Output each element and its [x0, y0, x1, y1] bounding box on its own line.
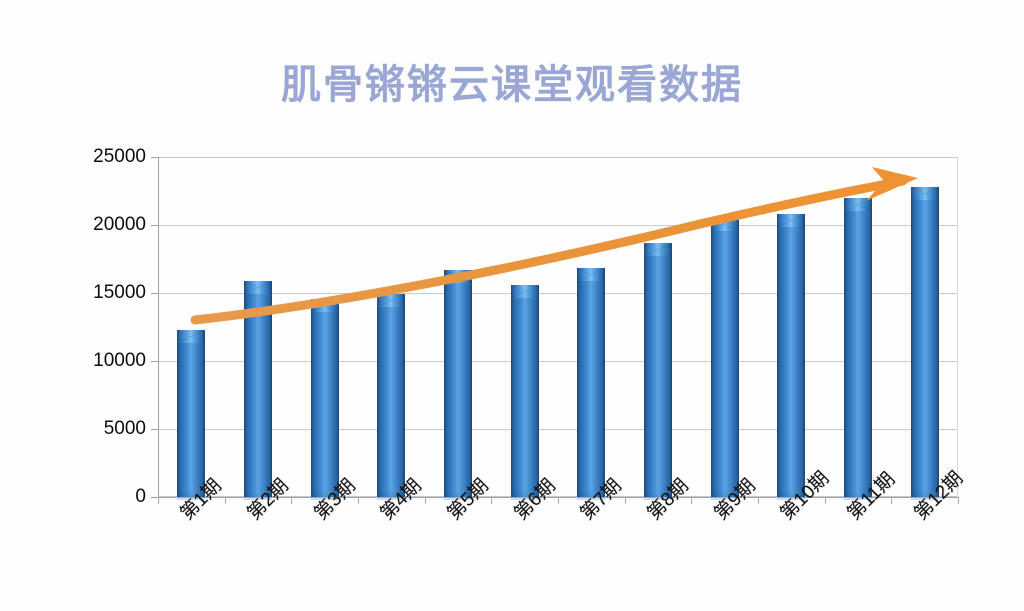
- bar-base-shadow: [444, 496, 472, 500]
- bar: [311, 298, 339, 500]
- bar-top-cap: [644, 242, 672, 256]
- bar-body: [244, 287, 272, 497]
- bar-body: [177, 336, 205, 497]
- x-axis-tick: [891, 497, 892, 504]
- y-axis-tick: [151, 157, 158, 158]
- bar-top-cap: [577, 267, 605, 281]
- x-axis-tick: [825, 497, 826, 504]
- x-axis-tick: [558, 497, 559, 504]
- x-axis-tick: [491, 497, 492, 504]
- y-axis-line: [158, 157, 159, 498]
- y-axis-tick: [151, 293, 158, 294]
- x-axis-tick: [225, 497, 226, 504]
- x-axis-tick: [758, 497, 759, 504]
- bar-top-cap: [511, 284, 539, 298]
- bar-top-cap: [777, 213, 805, 227]
- x-axis-tick: [158, 497, 159, 504]
- y-axis-tick: [151, 497, 158, 498]
- plot-area: [158, 157, 958, 497]
- bar: [644, 242, 672, 500]
- bar-body: [644, 249, 672, 497]
- bar-body: [911, 193, 939, 497]
- bar-top-cap: [377, 293, 405, 307]
- bar-top-cap: [244, 281, 272, 295]
- bar-base-shadow: [644, 496, 672, 500]
- y-axis-tick-label: 15000: [93, 282, 146, 303]
- bar-base-shadow: [577, 496, 605, 500]
- bar: [844, 197, 872, 500]
- x-axis-tick: [691, 497, 692, 504]
- y-axis-tick-label: 20000: [93, 214, 146, 235]
- bar-body: [311, 305, 339, 497]
- bar: [777, 213, 805, 500]
- bar-top-cap: [911, 187, 939, 201]
- bar: [577, 267, 605, 500]
- bar: [444, 270, 472, 500]
- bar: [377, 293, 405, 500]
- bar-base-shadow: [777, 496, 805, 500]
- bar-base-shadow: [844, 496, 872, 500]
- bar-top-cap: [177, 329, 205, 343]
- x-axis-tick: [625, 497, 626, 504]
- bar: [711, 218, 739, 500]
- gridline: [158, 361, 958, 362]
- bar-base-shadow: [911, 496, 939, 500]
- x-axis-tick: [358, 497, 359, 504]
- bar-top-cap: [311, 298, 339, 312]
- bar-top-cap: [844, 197, 872, 211]
- y-axis-tick-label: 5000: [103, 418, 146, 439]
- bar-base-shadow: [711, 496, 739, 500]
- bar: [911, 187, 939, 500]
- bar-body: [511, 291, 539, 497]
- bar: [177, 329, 205, 500]
- bar-body: [577, 274, 605, 497]
- bar-body: [844, 204, 872, 497]
- bar-base-shadow: [377, 496, 405, 500]
- bar: [244, 281, 272, 500]
- bar-top-cap: [711, 218, 739, 232]
- x-axis-tick: [291, 497, 292, 504]
- bar: [511, 284, 539, 500]
- y-axis-tick: [151, 429, 158, 430]
- bar-base-shadow: [511, 496, 539, 500]
- bar-base-shadow: [311, 496, 339, 500]
- y-axis-tick: [151, 225, 158, 226]
- y-axis-tick-label: 10000: [93, 350, 146, 371]
- bar-body: [444, 276, 472, 497]
- bar-top-cap: [444, 270, 472, 284]
- bar-body: [777, 220, 805, 497]
- x-axis-tick: [958, 497, 959, 504]
- y-axis-tick: [151, 361, 158, 362]
- chart-title: 肌骨锵锵云课堂观看数据: [281, 63, 743, 107]
- bar-body: [711, 224, 739, 497]
- gridline: [158, 429, 958, 430]
- bar-body: [377, 300, 405, 497]
- x-axis-tick: [425, 497, 426, 504]
- bar-base-shadow: [177, 496, 205, 500]
- y-axis-tick-label: 25000: [93, 146, 146, 167]
- y-axis-tick-label: 0: [135, 486, 146, 507]
- bar-base-shadow: [244, 496, 272, 500]
